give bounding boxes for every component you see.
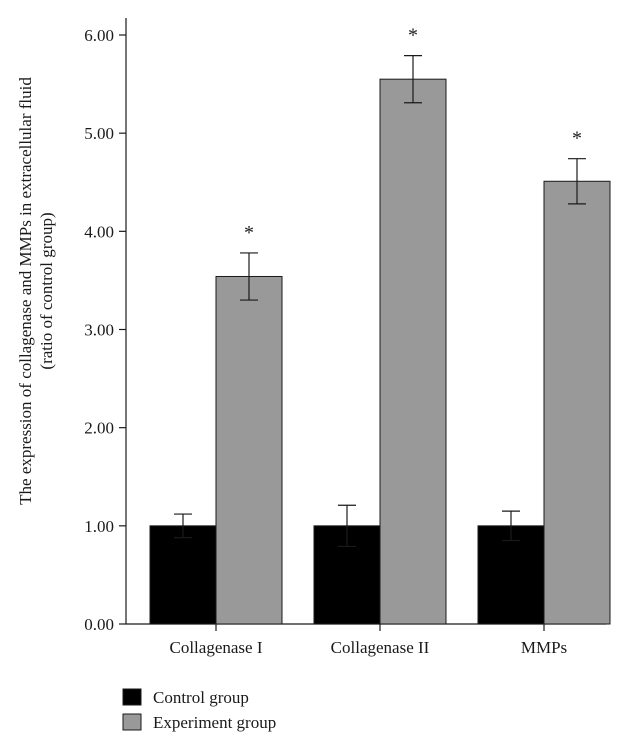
bar-control-group (149, 525, 217, 625)
bar-experiment-group (543, 180, 611, 625)
y-axis-label-line-2: (ratio of control group) (37, 212, 56, 369)
error-bar (174, 513, 192, 539)
legend-label: Control group (153, 688, 249, 707)
significance-star: * (244, 222, 254, 244)
error-bar (502, 510, 520, 542)
x-tick-label: MMPs (521, 638, 567, 657)
bar-experiment-group (215, 275, 283, 625)
error-bar (568, 158, 586, 205)
legend-swatch (122, 713, 142, 731)
bar-control-group (477, 525, 545, 625)
significance-star: * (408, 25, 418, 47)
x-axis-categories: Collagenase I Collagenase II MMPs (170, 624, 567, 657)
error-bars (174, 55, 586, 548)
y-axis-ticks: 0.00 1.00 2.00 3.00 4.00 5.00 6.00 (84, 26, 126, 634)
y-tick-label: 2.00 (84, 419, 114, 438)
error-bar (240, 252, 258, 301)
y-tick-label: 0.00 (84, 615, 114, 634)
legend-label: Experiment group (153, 713, 276, 732)
y-tick-label: 6.00 (84, 26, 114, 45)
x-tick-label: Collagenase II (331, 638, 430, 657)
error-bar (404, 55, 422, 104)
bar-experiment-group (379, 78, 447, 625)
x-tick-label: Collagenase I (170, 638, 263, 657)
y-tick-label: 1.00 (84, 517, 114, 536)
y-axis-label-line-1: The expression of collagenase and MMPs i… (16, 77, 35, 505)
y-tick-label: 4.00 (84, 222, 114, 241)
significance-markers: * * * (244, 25, 582, 244)
bars (149, 78, 611, 625)
legend-item: Experiment group (122, 713, 276, 732)
y-axis-label: The expression of collagenase and MMPs i… (16, 77, 56, 505)
legend-item: Control group (122, 688, 249, 707)
error-bar (338, 504, 356, 548)
significance-star: * (572, 128, 582, 150)
legend-swatch (122, 688, 142, 706)
y-tick-label: 5.00 (84, 124, 114, 143)
legend: Control group Experiment group (122, 688, 276, 732)
y-tick-label: 3.00 (84, 321, 114, 340)
